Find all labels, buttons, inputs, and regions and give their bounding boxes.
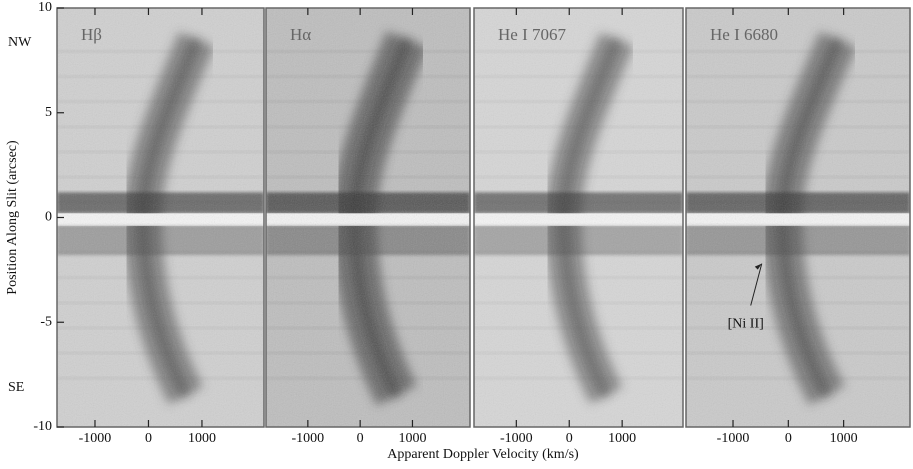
- x-tick-label: 0: [357, 431, 364, 446]
- arrowhead: [754, 263, 762, 270]
- panel-title: He I 6680: [710, 25, 778, 44]
- noise: [686, 8, 910, 427]
- frame: [685, 7, 911, 428]
- noise: [57, 8, 264, 427]
- panel-title: Hβ: [81, 25, 102, 44]
- frame: [473, 7, 684, 428]
- panel-title: Hα: [290, 25, 311, 44]
- frame: [265, 7, 471, 428]
- x-tick-label: -1000: [79, 431, 112, 446]
- y-tick-label: -10: [33, 419, 52, 434]
- y-tick-label: -5: [40, 314, 52, 329]
- y-axis-label: Position Along Slit (arcsec): [5, 140, 20, 295]
- spectrum-image: [474, 8, 683, 427]
- x-tick-label: 1000: [608, 431, 636, 446]
- annotation: [Ni II]: [728, 317, 764, 332]
- x-tick-label: 0: [785, 431, 792, 446]
- annotation: NW: [8, 35, 32, 50]
- y-tick-label: 5: [45, 105, 52, 120]
- x-tick-label: 1000: [398, 431, 426, 446]
- x-tick-label: 1000: [830, 431, 858, 446]
- x-tick-label: -1000: [292, 431, 325, 446]
- arrow: [750, 263, 763, 306]
- y-tick-label: 10: [38, 0, 52, 15]
- x-axis-label: Apparent Doppler Velocity (km/s): [387, 447, 579, 462]
- x-tick-label: 0: [145, 431, 152, 446]
- annotation: SE: [8, 380, 24, 395]
- spectrum-image: [686, 8, 910, 427]
- x-tick-label: -1000: [717, 431, 750, 446]
- panel-title: He I 7067: [498, 25, 566, 44]
- noise: [266, 8, 470, 427]
- x-tick-label: -1000: [500, 431, 533, 446]
- noise: [474, 8, 683, 427]
- spectrum-image: [266, 8, 470, 427]
- x-tick-label: 1000: [188, 431, 216, 446]
- y-tick-label: 0: [45, 210, 52, 225]
- x-tick-label: 0: [566, 431, 573, 446]
- spectrum-image: [57, 8, 264, 427]
